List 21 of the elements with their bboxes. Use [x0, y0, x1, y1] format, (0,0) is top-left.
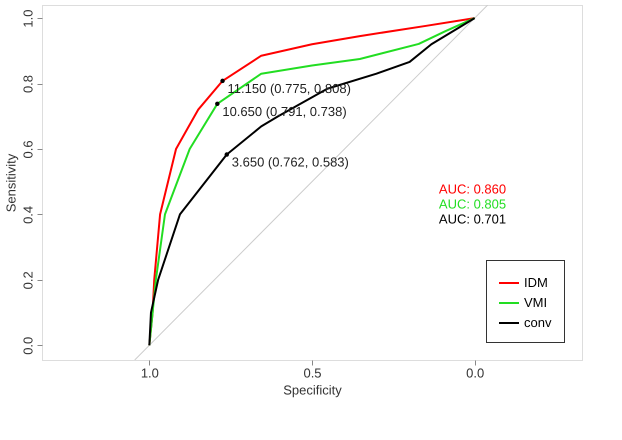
y-tick-label: 0.4	[20, 206, 36, 224]
y-tick-label: 0.2	[20, 271, 36, 290]
legend-label: VMI	[524, 295, 548, 310]
point	[220, 78, 225, 84]
x-tick-label: 0.5	[303, 366, 322, 380]
annotation: 3.650 (0.762, 0.583)	[232, 154, 349, 170]
y-tick-label: 0.8	[20, 74, 36, 94]
annotation: AUC: 0.701	[438, 212, 506, 227]
annotation: AUC: 0.805	[438, 196, 506, 212]
annotation: AUC: 0.860	[438, 182, 506, 197]
legend-label: IDM	[524, 275, 548, 290]
legend-label: conv	[524, 315, 552, 330]
point	[224, 152, 230, 157]
y-axis-title: Sensitivity	[4, 153, 18, 212]
x-tick-label: 0.0	[466, 366, 484, 380]
y-tick-label: 0.6	[20, 140, 36, 158]
y-tick-label: 1.0	[20, 10, 36, 28]
y-tick-label: 0.0	[20, 336, 36, 355]
point	[215, 102, 220, 106]
x-tick-label: 1.0	[140, 366, 159, 380]
x-axis-title: Specificity	[283, 382, 342, 398]
